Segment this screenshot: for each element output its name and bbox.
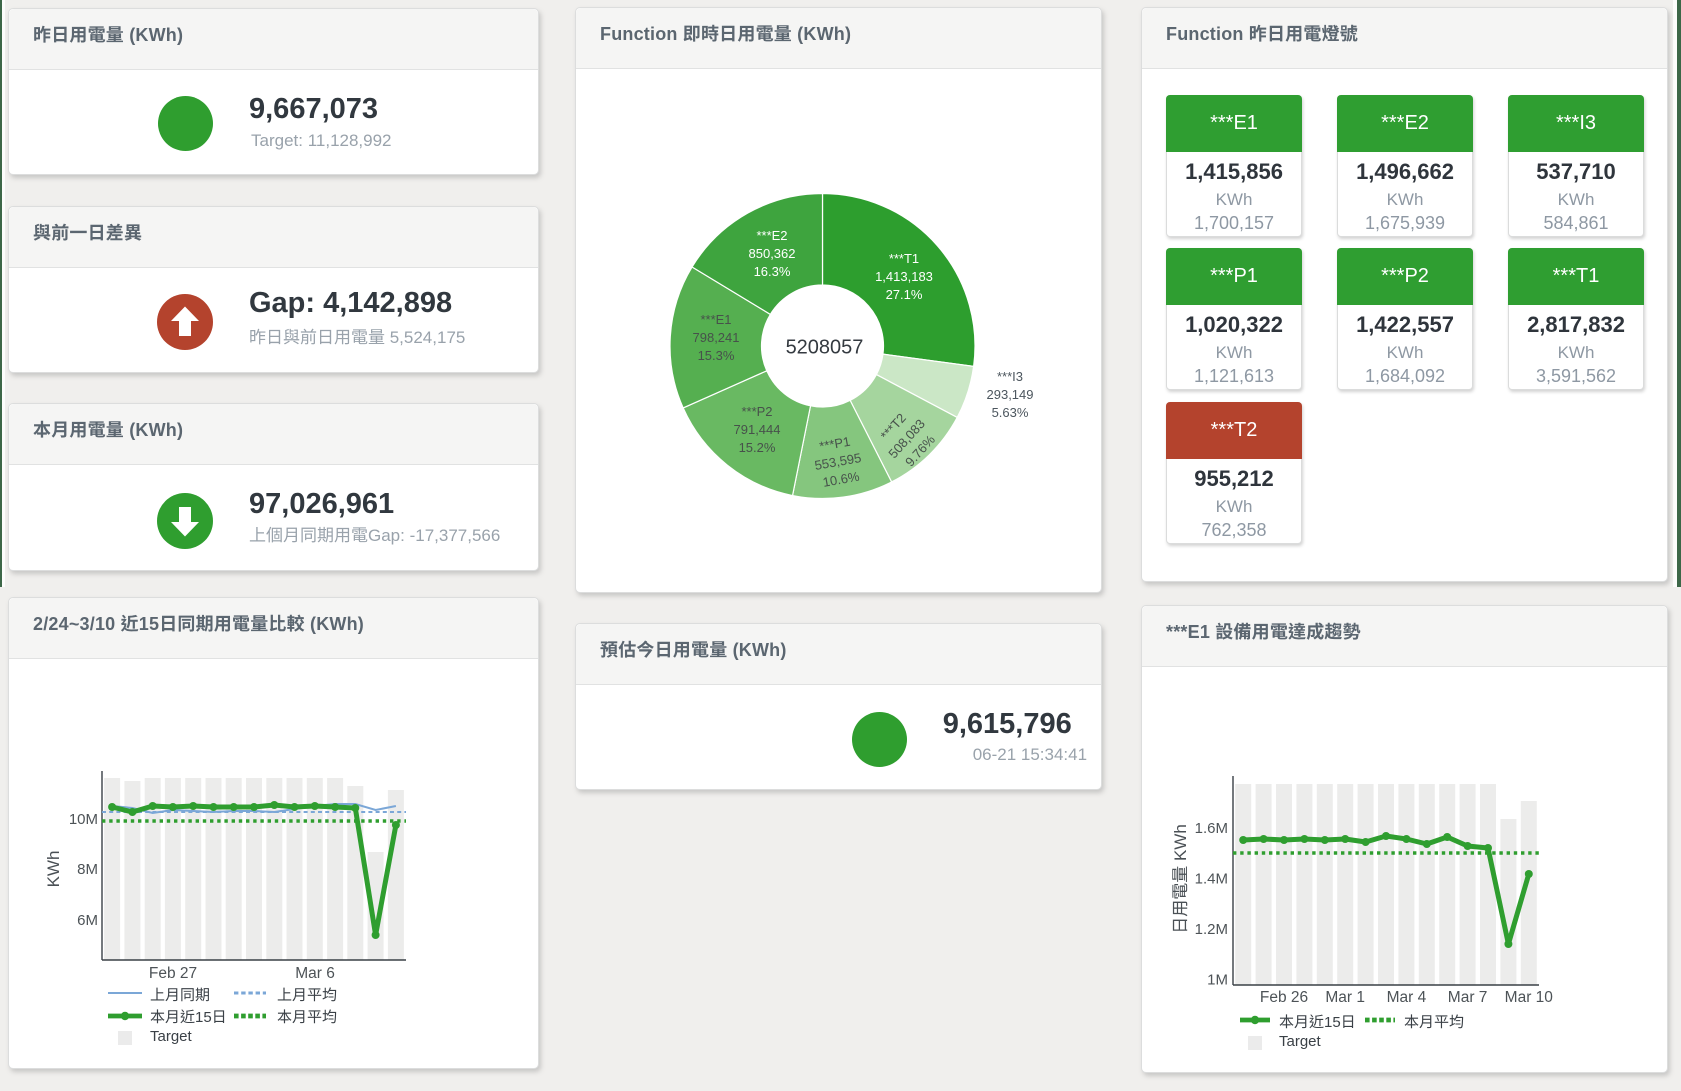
svg-text:Mar 4: Mar 4 <box>1387 989 1427 1006</box>
svg-text:KWh: KWh <box>44 851 63 888</box>
svg-text:8M: 8M <box>77 861 98 878</box>
svg-text:Feb 27: Feb 27 <box>149 965 197 982</box>
svg-text:6M: 6M <box>77 912 98 929</box>
svg-text:1.2M: 1.2M <box>1195 921 1228 938</box>
svg-text:Mar 10: Mar 10 <box>1505 989 1554 1006</box>
svg-text:日用電量 KWh: 日用電量 KWh <box>1171 824 1190 934</box>
svg-text:Mar 7: Mar 7 <box>1448 989 1488 1006</box>
svg-text:Mar 1: Mar 1 <box>1325 989 1365 1006</box>
svg-text:Mar 6: Mar 6 <box>295 965 335 982</box>
svg-text:Feb 26: Feb 26 <box>1260 989 1308 1006</box>
svg-text:10M: 10M <box>69 811 98 828</box>
svg-text:1.6M: 1.6M <box>1195 820 1228 837</box>
svg-text:1.4M: 1.4M <box>1195 871 1228 888</box>
svg-text:1M: 1M <box>1207 972 1228 989</box>
